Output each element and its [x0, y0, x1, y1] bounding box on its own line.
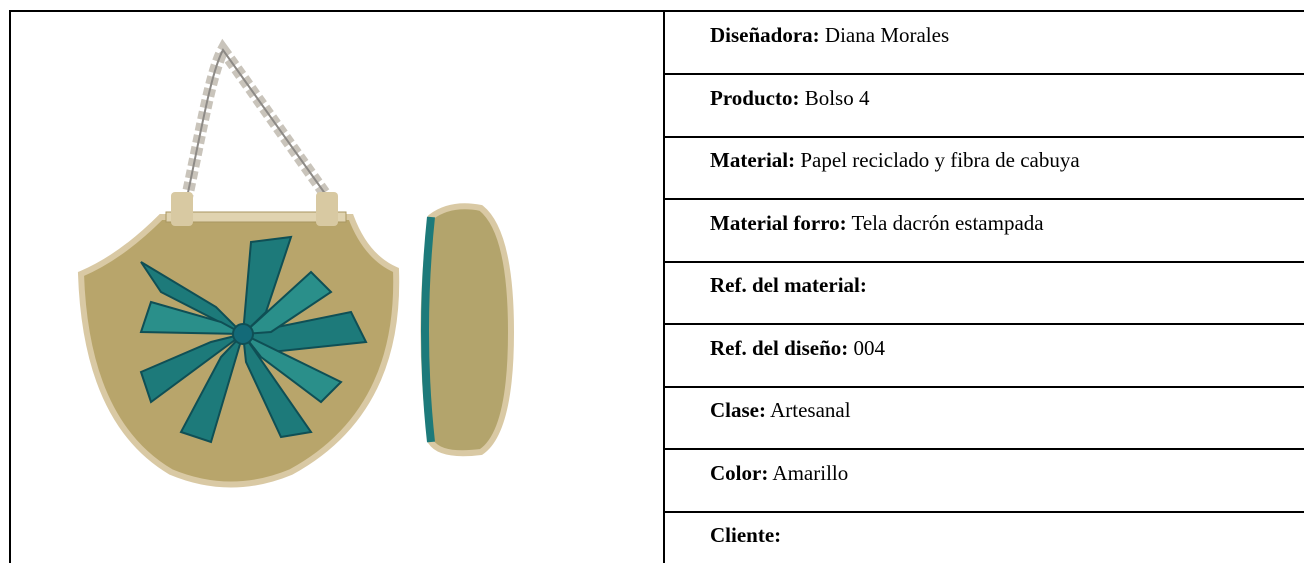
detail-text: Diseñadora: Diana Morales — [710, 23, 949, 48]
detail-label: Clase: — [710, 398, 766, 422]
detail-value: Diana Morales — [824, 23, 950, 47]
detail-value: Tela dacrón estampada — [851, 210, 1044, 235]
image-cell — [9, 10, 665, 563]
bag-clasp — [171, 192, 193, 226]
detail-label: Color: — [710, 460, 769, 485]
bag-flower — [139, 235, 368, 444]
detail-value: 004 — [853, 335, 886, 360]
details-column: Diseñadora: Diana Morales Producto: Bolso… — [663, 10, 1304, 563]
detail-text: Ref. del material: — [710, 273, 867, 298]
detail-text: Material: Papel reciclado y fibra de cab… — [710, 148, 1080, 173]
detail-text: Clase: Artesanal — [710, 398, 851, 423]
detail-row: Color: Amarillo — [663, 450, 1304, 513]
bag-top-rail — [165, 211, 347, 223]
detail-value: Papel reciclado y fibra de cabuya — [800, 148, 1080, 172]
detail-label: Producto: — [710, 85, 800, 110]
detail-label: Material: — [710, 148, 796, 172]
detail-row: Cliente: — [663, 512, 1304, 573]
detail-text: Ref. del diseño: 004 — [710, 336, 885, 361]
detail-text: Cliente: — [710, 523, 781, 548]
detail-label: Material forro: — [710, 210, 847, 235]
detail-label: Ref. del diseño: — [710, 335, 849, 360]
detail-row: Ref. del diseño: 004 — [663, 325, 1304, 388]
detail-label: Cliente: — [710, 523, 782, 547]
detail-row: Material forro: Tela dacrón estampada — [663, 200, 1304, 263]
detail-row: Clase: Artesanal — [663, 387, 1304, 450]
detail-value: Artesanal — [770, 398, 851, 422]
detail-value: Amarillo — [772, 460, 849, 485]
detail-value: Bolso 4 — [804, 85, 870, 110]
detail-row: Ref. del material: — [663, 262, 1304, 325]
bag-clasp — [316, 192, 338, 226]
product-photo — [77, 38, 515, 488]
detail-text: Color: Amarillo — [710, 461, 848, 486]
detail-label: Diseñadora: — [710, 23, 820, 47]
detail-text: Material forro: Tela dacrón estampada — [710, 211, 1044, 236]
bag-side — [420, 203, 515, 457]
bag-side-flower — [421, 216, 435, 443]
detail-row: Diseñadora: Diana Morales — [663, 12, 1304, 75]
detail-row: Producto: Bolso 4 — [663, 75, 1304, 138]
bag-handle-edge — [185, 48, 332, 203]
detail-row: Material: Papel reciclado y fibra de cab… — [663, 137, 1304, 200]
product-sheet: Diseñadora: Diana Morales Producto: Bolso… — [9, 10, 1304, 563]
bag-handle — [180, 38, 336, 206]
detail-label: Ref. del material: — [710, 273, 867, 297]
detail-text: Producto: Bolso 4 — [710, 86, 869, 111]
